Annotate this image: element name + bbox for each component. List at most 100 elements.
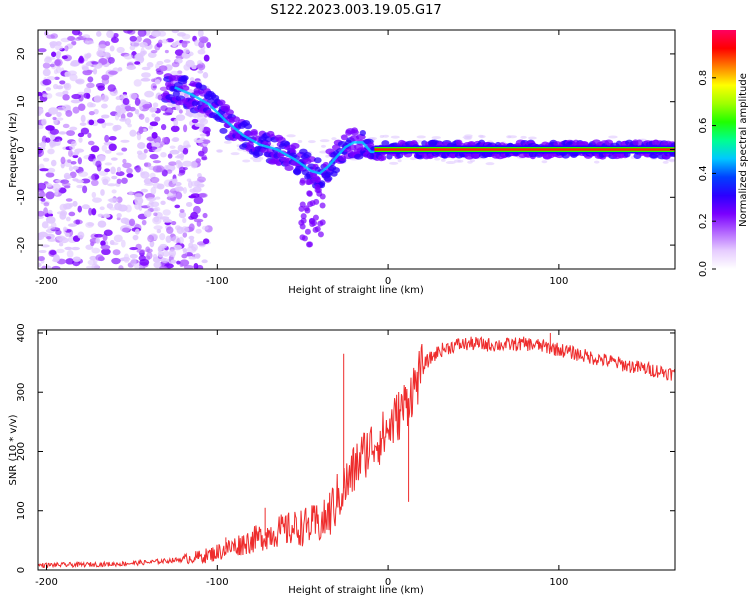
spectral-noise-blob — [191, 118, 199, 124]
spectral-noise-blob — [117, 204, 128, 212]
spectral-noise-blob — [72, 154, 79, 159]
spectral-ridge-blob — [381, 140, 390, 147]
spectral-noise-blob — [174, 204, 181, 209]
spectral-ridge-blob — [231, 116, 241, 123]
spectral-noise-blob — [134, 228, 140, 235]
spectral-ridge-blob — [323, 175, 333, 182]
spectral-noise-blob — [59, 203, 68, 212]
spectral-ridge-blob — [217, 99, 226, 106]
spectral-noise-blob — [38, 107, 44, 115]
spectral-noise-blob — [69, 144, 75, 150]
spectral-noise-blob — [201, 259, 208, 264]
spectral-noise-blob — [101, 176, 111, 183]
spectral-noise-blob — [223, 140, 232, 144]
spectral-noise-blob — [175, 104, 181, 111]
spectrogram-y-label: Frequency (Hz) — [8, 112, 19, 188]
spectral-noise-blob — [145, 246, 151, 253]
spectral-noise-blob — [82, 185, 88, 194]
spectral-ridge-blob — [314, 187, 321, 194]
spectral-noise-blob — [113, 32, 119, 38]
spectral-ridge-core — [174, 86, 375, 175]
spectral-noise-blob — [118, 107, 127, 114]
spectral-noise-blob — [160, 151, 167, 158]
spectral-noise-blob — [140, 171, 145, 176]
spectral-noise-blob — [183, 124, 188, 133]
spectral-noise-blob — [181, 33, 191, 40]
y-tick-label: 10 — [16, 95, 27, 108]
spectral-noise-blob — [114, 112, 120, 121]
spectral-noise-blob — [63, 175, 72, 180]
spectral-noise-blob — [62, 123, 70, 129]
spectral-noise-blob — [151, 113, 156, 118]
spectral-noise-blob — [87, 140, 95, 146]
spectral-noise-blob — [75, 219, 81, 225]
spectral-ridge-blob — [300, 213, 307, 220]
spectral-noise-blob — [162, 218, 173, 223]
spectral-noise-blob — [101, 248, 111, 256]
spectral-noise-blob — [101, 74, 110, 81]
spectral-noise-blob — [168, 161, 177, 166]
spectral-noise-blob — [55, 235, 66, 241]
spectral-noise-blob — [144, 117, 150, 123]
spectral-noise-blob — [159, 233, 166, 241]
spectral-noise-blob — [116, 178, 122, 185]
spectral-noise-blob — [142, 128, 147, 132]
spectral-noise-blob — [286, 134, 296, 138]
spectral-noise-blob — [188, 256, 197, 260]
spectral-noise-blob — [164, 49, 169, 54]
spectral-noise-blob — [38, 210, 45, 217]
spectral-noise-blob — [123, 30, 133, 34]
spectral-noise-blob — [55, 41, 62, 46]
spectral-noise-blob — [126, 65, 137, 70]
spectral-noise-blob — [178, 166, 186, 174]
spectral-noise-blob — [45, 87, 52, 91]
spectral-noise-blob — [137, 152, 147, 160]
spectral-noise-blob — [185, 201, 193, 207]
spectral-noise-blob — [134, 196, 144, 205]
spectral-ridge-blob — [313, 198, 320, 205]
snr-x-ticks: -200 -100 0 100 — [35, 330, 568, 588]
spectral-noise-blob — [129, 35, 137, 42]
spectral-noise-blob — [485, 162, 495, 166]
spectral-noise-blob — [182, 248, 188, 253]
spectral-noise-blob — [297, 139, 303, 143]
spectral-noise-blob — [390, 135, 400, 139]
spectral-noise-blob — [77, 31, 83, 37]
spectral-noise-blob — [201, 156, 208, 161]
spectral-noise-blob — [161, 38, 169, 44]
spectral-noise-blob — [170, 259, 177, 264]
snr-panel: -200 -100 0 100 0 100 200 300 400 Height of str… — [8, 323, 676, 596]
spectral-noise-blob — [150, 50, 158, 54]
spectral-noise-blob — [91, 208, 97, 216]
spectral-ridge-blob — [307, 241, 314, 248]
spectral-noise-blob — [75, 78, 85, 85]
spectral-noise-blob — [189, 238, 195, 244]
x-tick-label: -200 — [35, 276, 58, 287]
spectral-noise-blob — [111, 257, 121, 265]
spectral-ridge-blob — [636, 139, 643, 146]
spectral-ridge-blob — [615, 140, 623, 147]
spectral-noise-blob — [172, 137, 180, 142]
spectral-noise-blob — [171, 235, 181, 243]
spectral-noise-blob — [39, 191, 46, 198]
spectral-noise-blob — [479, 135, 486, 139]
spectral-noise-blob — [136, 249, 146, 254]
spectral-noise-blob — [153, 225, 163, 230]
spectral-noise-blob — [178, 236, 184, 244]
spectral-noise-blob — [65, 258, 75, 265]
spectral-noise-blob — [64, 71, 71, 78]
spectral-noise-blob — [153, 212, 158, 217]
spectral-noise-blob — [138, 265, 144, 269]
spectral-noise-blob — [38, 147, 43, 155]
spectral-noise-blob — [116, 166, 122, 173]
spectral-ridge-blob — [225, 109, 234, 116]
spectral-ridge-blob — [244, 123, 253, 130]
spectral-noise-blob — [201, 139, 211, 144]
spectral-noise-blob — [126, 112, 134, 118]
spectral-noise-blob — [120, 139, 130, 143]
spectral-noise-blob — [197, 49, 206, 55]
spectral-noise-blob — [45, 172, 55, 178]
spectral-noise-blob — [47, 148, 55, 155]
spectral-noise-blob — [63, 83, 70, 89]
spectral-noise-blob — [121, 177, 128, 184]
